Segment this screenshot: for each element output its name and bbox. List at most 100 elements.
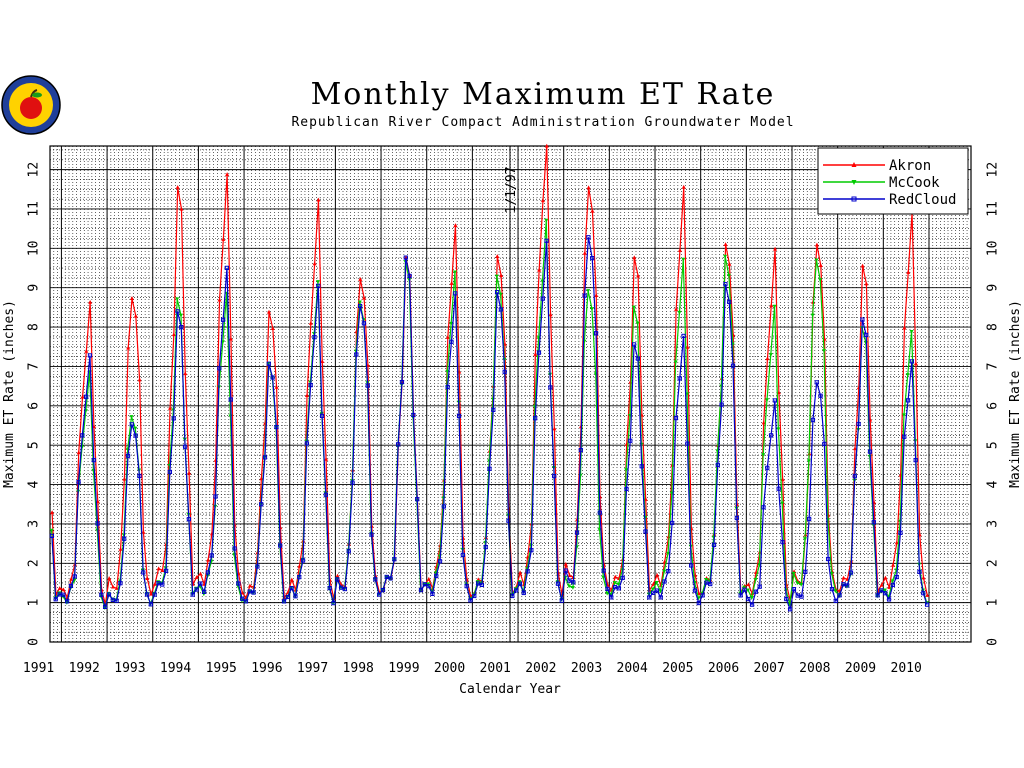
series-point-redcloud	[681, 333, 686, 338]
series-point-redcloud	[826, 556, 831, 562]
x-tick-label: 2002	[525, 661, 556, 676]
series-point-mccook	[833, 589, 838, 594]
series-point-redcloud	[434, 573, 439, 578]
series-point-redcloud	[643, 529, 648, 534]
series-point-redcloud	[411, 412, 416, 418]
series-point-redcloud	[723, 282, 728, 287]
series-point-redcloud	[749, 602, 755, 607]
series-point-akron	[632, 255, 637, 260]
series-point-redcloud	[175, 309, 180, 314]
series-point-redcloud	[837, 593, 842, 598]
series-point-akron	[110, 584, 115, 589]
y-tick-label-left: 0	[27, 638, 42, 646]
series-point-redcloud	[696, 600, 701, 606]
series-point-redcloud	[795, 593, 800, 598]
series-point-redcloud	[590, 256, 595, 261]
series-point-mccook	[635, 321, 640, 326]
series-point-akron	[445, 335, 450, 339]
series-point-akron	[297, 563, 302, 568]
series-point-akron	[887, 585, 892, 589]
series-point-redcloud	[761, 505, 766, 510]
y-tick-label-left: 12	[27, 162, 42, 178]
series-point-redcloud	[917, 569, 922, 574]
series-point-akron	[61, 587, 66, 592]
series-point-redcloud	[194, 587, 199, 592]
series-point-akron	[723, 242, 728, 247]
series-point-redcloud	[791, 587, 797, 592]
series-point-redcloud	[860, 317, 865, 322]
series-point-redcloud	[156, 581, 161, 586]
series-point-redcloud	[658, 595, 663, 600]
series-point-redcloud	[852, 474, 857, 479]
series-point-redcloud	[57, 592, 62, 597]
legend-label-mccook: McCook	[889, 175, 940, 191]
series-point-redcloud	[521, 590, 526, 596]
series-point-redcloud	[517, 581, 523, 586]
series-point-mccook	[772, 304, 777, 309]
series-point-redcloud	[331, 601, 336, 606]
x-tick-label: 2000	[434, 661, 465, 676]
series-point-redcloud	[544, 238, 549, 243]
series-point-redcloud	[171, 416, 176, 421]
series-point-redcloud	[217, 366, 222, 371]
series-point-akron	[453, 223, 458, 227]
series-point-redcloud	[327, 585, 332, 591]
series-point-akron	[107, 576, 112, 580]
series-point-redcloud	[198, 581, 203, 586]
series-point-mccook	[570, 585, 575, 590]
series-point-akron	[57, 586, 62, 590]
series-point-akron	[891, 562, 896, 567]
y-tick-label-right: 8	[986, 323, 1001, 331]
series-point-akron	[567, 573, 572, 578]
series-point-mccook	[612, 581, 617, 585]
series-point-redcloud	[692, 588, 698, 593]
series-point-redcloud	[913, 458, 918, 463]
series-point-akron	[925, 593, 930, 597]
series-point-akron	[552, 426, 557, 431]
series-point-redcloud	[715, 462, 720, 467]
x-tick-label: 2006	[708, 661, 739, 676]
series-point-redcloud	[833, 598, 838, 604]
y-tick-label-right: 7	[986, 363, 1001, 371]
series-point-redcloud	[631, 342, 637, 347]
series-point-redcloud	[708, 581, 713, 587]
series-point-mccook	[567, 584, 572, 589]
series-point-mccook	[624, 468, 629, 473]
series-point-akron	[902, 325, 907, 330]
series-point-redcloud	[464, 584, 469, 589]
series-point-redcloud	[167, 469, 172, 475]
series-point-redcloud	[380, 588, 386, 593]
series-point-mccook	[49, 528, 54, 533]
series-point-redcloud	[609, 595, 614, 600]
series-point-redcloud	[232, 546, 237, 551]
series-point-redcloud	[179, 324, 184, 330]
series-point-redcloud	[262, 455, 268, 460]
series-point-redcloud	[422, 582, 427, 587]
series-point-akron	[149, 591, 154, 596]
series-point-akron	[841, 575, 846, 580]
series-point-redcloud	[654, 588, 660, 593]
series-point-redcloud	[182, 444, 188, 449]
series-point-mccook	[795, 581, 800, 586]
series-point-mccook	[822, 349, 827, 353]
series-point-redcloud	[392, 557, 397, 562]
series-point-redcloud	[274, 424, 279, 430]
series-point-redcloud	[323, 492, 328, 497]
series-point-redcloud	[148, 602, 153, 607]
series-point-redcloud	[350, 480, 355, 485]
series-point-akron	[76, 450, 81, 455]
series-point-redcloud	[61, 592, 66, 597]
series-point-redcloud	[163, 568, 169, 573]
series-point-redcloud	[91, 458, 96, 463]
series-point-redcloud	[205, 570, 211, 575]
series-point-akron	[160, 568, 165, 572]
series-point-akron	[727, 261, 732, 266]
series-point-redcloud	[902, 434, 907, 439]
series-point-redcloud	[864, 332, 869, 338]
series-point-redcloud	[533, 416, 538, 421]
x-tick-label: 1999	[388, 661, 419, 676]
series-point-mccook	[449, 321, 454, 326]
series-point-mccook	[776, 427, 781, 432]
series-point-redcloud	[152, 592, 157, 597]
series-point-redcloud	[281, 599, 287, 604]
